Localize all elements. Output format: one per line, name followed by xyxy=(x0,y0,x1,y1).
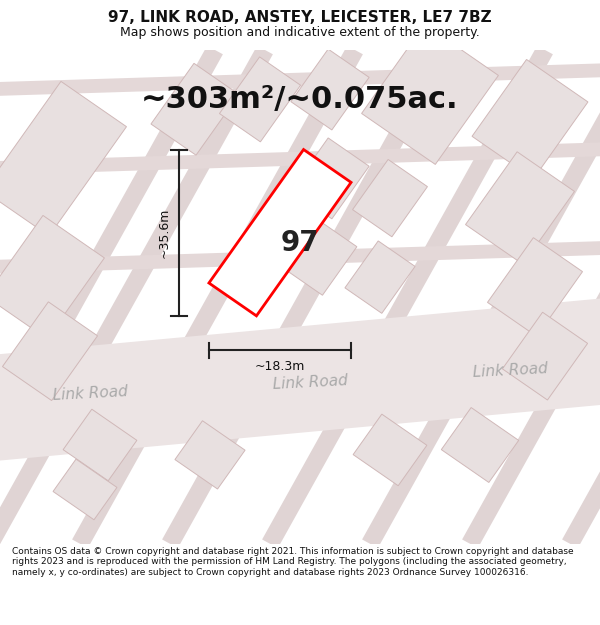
Polygon shape xyxy=(151,63,239,155)
Polygon shape xyxy=(345,241,415,313)
Polygon shape xyxy=(487,238,583,336)
Text: 97, LINK ROAD, ANSTEY, LEICESTER, LE7 7BZ: 97, LINK ROAD, ANSTEY, LEICESTER, LE7 7B… xyxy=(108,10,492,25)
Text: Link Road: Link Road xyxy=(52,384,128,403)
Polygon shape xyxy=(53,459,117,520)
Polygon shape xyxy=(442,408,518,482)
Text: ~18.3m: ~18.3m xyxy=(255,360,305,373)
Text: Map shows position and indicative extent of the property.: Map shows position and indicative extent… xyxy=(120,26,480,39)
Polygon shape xyxy=(72,46,363,548)
Polygon shape xyxy=(0,46,223,548)
Polygon shape xyxy=(502,312,587,400)
Polygon shape xyxy=(362,46,600,548)
Polygon shape xyxy=(353,159,427,237)
Polygon shape xyxy=(175,421,245,489)
Polygon shape xyxy=(0,46,273,548)
Polygon shape xyxy=(0,142,600,176)
Text: Link Road: Link Road xyxy=(472,361,548,381)
Polygon shape xyxy=(262,46,553,548)
Text: 97: 97 xyxy=(281,229,319,256)
Polygon shape xyxy=(209,149,351,316)
Polygon shape xyxy=(472,59,588,179)
Polygon shape xyxy=(0,63,600,96)
Polygon shape xyxy=(0,297,600,425)
Polygon shape xyxy=(462,46,600,548)
Polygon shape xyxy=(353,414,427,486)
Polygon shape xyxy=(466,152,574,264)
Text: Contains OS data © Crown copyright and database right 2021. This information is : Contains OS data © Crown copyright and d… xyxy=(12,547,574,577)
Polygon shape xyxy=(220,57,301,142)
Text: ~35.6m: ~35.6m xyxy=(158,208,171,258)
Text: ~303m²/~0.075ac.: ~303m²/~0.075ac. xyxy=(141,85,459,114)
Polygon shape xyxy=(2,302,98,401)
Polygon shape xyxy=(0,81,127,236)
Polygon shape xyxy=(0,349,600,382)
Polygon shape xyxy=(283,219,357,295)
Polygon shape xyxy=(291,49,369,130)
Polygon shape xyxy=(0,216,104,339)
Polygon shape xyxy=(0,241,600,274)
Polygon shape xyxy=(63,409,137,481)
Text: Link Road: Link Road xyxy=(272,373,348,392)
Polygon shape xyxy=(562,46,600,548)
Polygon shape xyxy=(162,46,453,548)
Polygon shape xyxy=(362,24,499,164)
Polygon shape xyxy=(0,349,600,462)
Polygon shape xyxy=(291,138,369,219)
